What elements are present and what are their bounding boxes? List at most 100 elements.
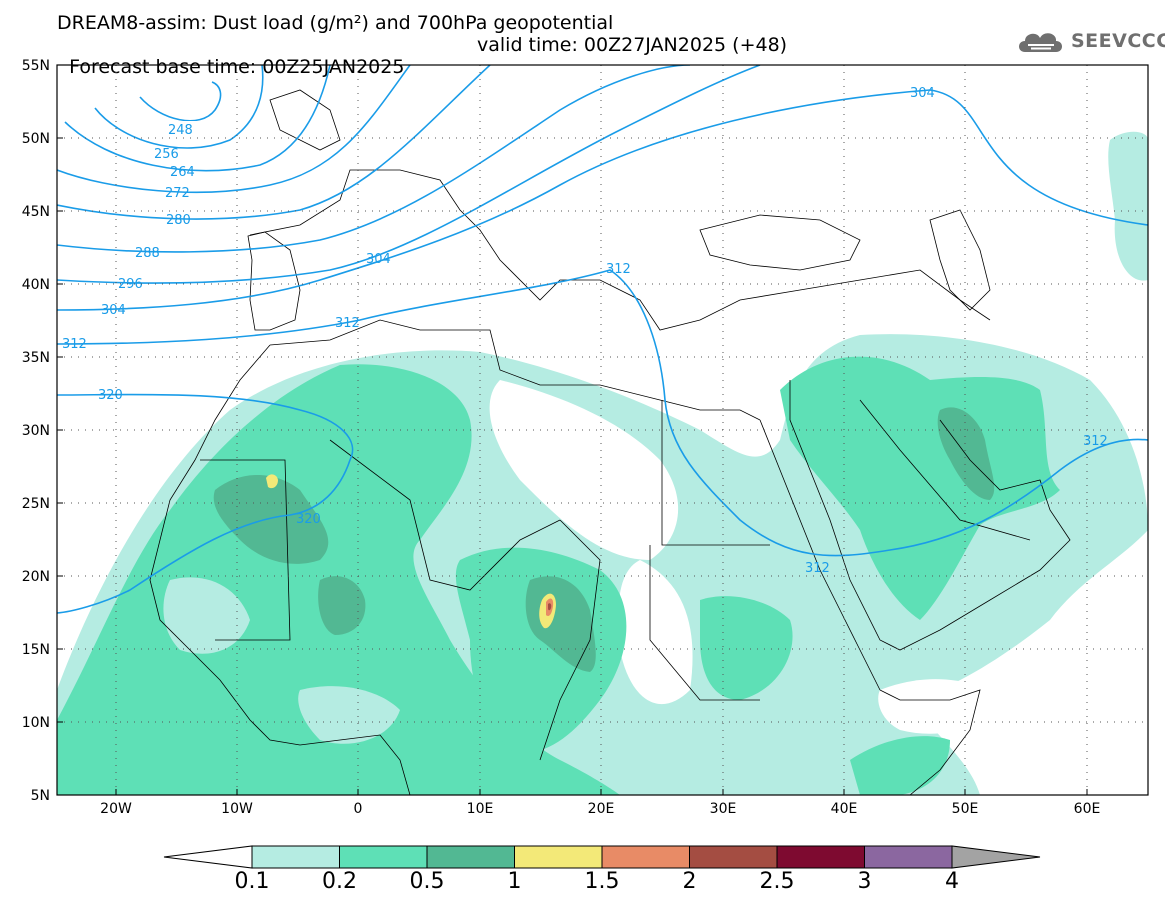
contour-264 bbox=[64, 65, 331, 172]
contour-312 bbox=[57, 269, 1148, 557]
light-hole-west bbox=[163, 577, 250, 654]
dust-heavy-gulf bbox=[937, 407, 995, 500]
lon-label: 40E bbox=[831, 801, 858, 817]
colorbar-label: 1.5 bbox=[585, 869, 620, 894]
dust-heavy-mali bbox=[318, 576, 366, 635]
colorbar-arrow-high bbox=[951, 845, 1041, 869]
dust-field bbox=[57, 131, 1148, 795]
lat-label: 20N bbox=[22, 569, 50, 585]
border-sudan bbox=[649, 545, 760, 701]
colorbar-box bbox=[339, 845, 428, 869]
colorbar-label: 3 bbox=[858, 869, 872, 894]
tick-marks bbox=[57, 64, 1088, 796]
contour-label-312c: 312 bbox=[606, 262, 631, 277]
seevccc-logo: SEEVCCC bbox=[1015, 24, 1165, 58]
lat-label: 30N bbox=[22, 423, 50, 439]
contour-272 bbox=[57, 65, 411, 194]
dust-moderate-arabia bbox=[780, 356, 1060, 620]
contour-label-288: 288 bbox=[135, 246, 160, 261]
graticule bbox=[57, 65, 1148, 795]
border-mauritania bbox=[200, 459, 291, 641]
contour-label-312b: 312 bbox=[335, 316, 360, 331]
contour-304 bbox=[57, 89, 1148, 311]
map-title: DREAM8-assim: Dust load (g/m²) and 700hP… bbox=[57, 12, 614, 34]
colorbar-label: 0.1 bbox=[235, 869, 270, 894]
clear-central bbox=[618, 560, 693, 705]
geopotential-contours bbox=[57, 65, 1148, 614]
contour-320 bbox=[57, 393, 354, 614]
lat-label: 40N bbox=[22, 277, 50, 293]
coast-uk bbox=[269, 89, 341, 151]
contour-288 bbox=[57, 65, 691, 253]
contour-280 bbox=[57, 65, 491, 220]
coast-black-sea bbox=[699, 214, 861, 271]
contour-label-304: 304 bbox=[101, 303, 126, 318]
dust-light-ne bbox=[1108, 131, 1148, 281]
dust-peak-chad-max bbox=[548, 603, 552, 611]
dust-peak-mauritania bbox=[266, 474, 278, 489]
border-saudi bbox=[859, 399, 1031, 541]
colorbar-label: 4 bbox=[945, 869, 959, 894]
contour-label-272: 272 bbox=[165, 186, 190, 201]
colorbar-box bbox=[514, 845, 603, 869]
lat-label: 35N bbox=[22, 350, 50, 366]
colorbar-box bbox=[689, 845, 778, 869]
lat-label: 50N bbox=[22, 131, 50, 147]
lat-labels: 55N 50N 45N 40N 35N 30N 25N 20N 15N 10N … bbox=[22, 58, 50, 804]
colorbar-label: 1 bbox=[508, 869, 522, 894]
colorbar-box bbox=[426, 845, 515, 869]
base-time: Forecast base time: 00Z25JAN2025 bbox=[69, 56, 405, 78]
lon-label: 30E bbox=[710, 801, 737, 817]
contour-label-296: 296 bbox=[118, 277, 143, 292]
lon-label: 10W bbox=[221, 801, 253, 817]
lat-label: 10N bbox=[22, 715, 50, 731]
lat-label: 15N bbox=[22, 642, 50, 658]
coast-africa-west bbox=[149, 344, 411, 795]
valid-time: valid time: 00Z27JAN2025 (+48) bbox=[477, 34, 788, 56]
contour-256 bbox=[94, 65, 264, 149]
lat-label: 25N bbox=[22, 496, 50, 512]
colorbar-arrow-low bbox=[163, 845, 253, 869]
contour-labels: 248 256 264 272 280 288 296 304 304 304 … bbox=[62, 86, 1108, 576]
lat-label: 55N bbox=[22, 58, 50, 74]
coastlines bbox=[149, 89, 1071, 795]
colorbar-box bbox=[601, 845, 690, 869]
contour-label-280: 280 bbox=[166, 213, 191, 228]
colorbar: 0.1 0.2 0.5 1 1.5 2 2.5 3 4 bbox=[163, 845, 1041, 894]
contour-label-320b: 320 bbox=[296, 512, 321, 527]
colorbar-box bbox=[776, 845, 865, 869]
contour-label-312e: 312 bbox=[1083, 434, 1108, 449]
lon-label: 10E bbox=[467, 801, 494, 817]
colorbar-box bbox=[864, 845, 953, 869]
lat-label: 45N bbox=[22, 204, 50, 220]
clear-horn bbox=[878, 679, 1000, 734]
colorbar-box bbox=[251, 845, 340, 869]
border-niger-chad bbox=[539, 519, 601, 761]
logo-text: SEEVCCC bbox=[1071, 30, 1165, 52]
contour-label-264: 264 bbox=[170, 165, 195, 180]
coast-horn bbox=[879, 689, 981, 795]
lon-label: 20E bbox=[588, 801, 615, 817]
lon-labels: 20W 10W 0 10E 20E 30E 40E 50E 60E bbox=[100, 801, 1100, 817]
colorbar-label: 2.5 bbox=[760, 869, 795, 894]
contour-label-304c: 304 bbox=[910, 86, 935, 101]
dust-heavy-mauritania bbox=[213, 475, 329, 564]
coast-arabia bbox=[789, 380, 1071, 651]
clear-egypt bbox=[489, 380, 679, 560]
colorbar-label: 0.2 bbox=[322, 869, 357, 894]
coast-africa-north bbox=[269, 319, 761, 421]
map-subtitle: Forecast base time: 00Z25JAN2025 valid ti… bbox=[57, 34, 787, 78]
colorbar-label: 2 bbox=[683, 869, 697, 894]
coast-caspian bbox=[929, 209, 991, 311]
coast-europe bbox=[249, 169, 991, 331]
lon-label: 0 bbox=[354, 801, 363, 817]
border-libya-egypt bbox=[661, 400, 770, 546]
contour-label-312: 312 bbox=[62, 337, 87, 352]
contour-label-248: 248 bbox=[168, 123, 193, 138]
lat-label: 5N bbox=[31, 788, 50, 804]
light-hole-west2 bbox=[298, 686, 400, 744]
contour-label-312d: 312 bbox=[805, 561, 830, 576]
lon-label: 20W bbox=[100, 801, 132, 817]
contour-label-256: 256 bbox=[154, 147, 179, 162]
